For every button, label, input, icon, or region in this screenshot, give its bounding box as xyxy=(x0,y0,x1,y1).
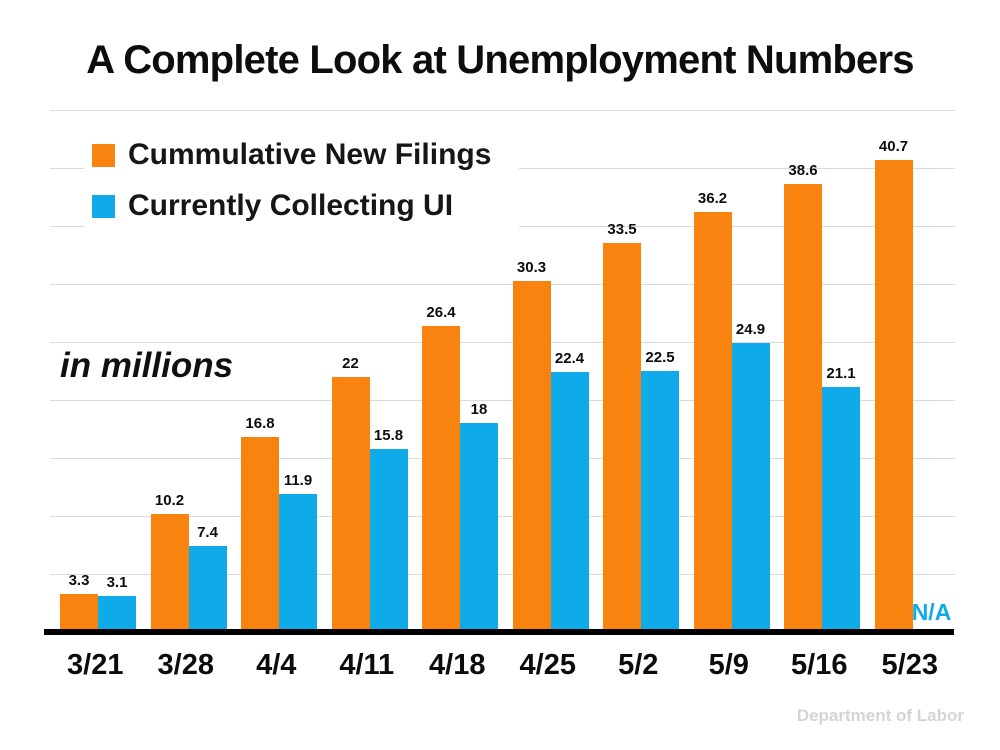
x-axis-label-4/18: 4/18 xyxy=(429,649,486,681)
bar-value-label: 26.4 xyxy=(426,303,456,321)
bar-value-label: 33.5 xyxy=(607,221,637,239)
bar-group-5/2: 33.5 22.5 xyxy=(593,110,684,632)
x-axis-labels: 3/21 3/28 4/4 4/11 4/18 4/25 5/2 5/9 5/16 5/23 xyxy=(50,649,955,689)
legend-item-currently-collecting-ui: Currently Collecting UI xyxy=(92,185,491,227)
bar-value-label: 11.9 xyxy=(283,471,313,489)
gridline-10 xyxy=(50,516,955,517)
bar-value-label: 21.1 xyxy=(826,365,856,383)
bar-orange-4/25 xyxy=(512,280,551,632)
bar-value-label: 15.8 xyxy=(373,426,404,444)
bar-blue-3/28 xyxy=(188,546,227,632)
bar-group-4/18: 26.4 18 xyxy=(412,110,503,632)
plot-area: 3.3 3.1 10.2 7.4 16.8 11.9 22 15.8 26.4 18 30.3 22.… xyxy=(50,110,955,632)
gridline-20 xyxy=(50,400,955,401)
bar-value-label: 7.4 xyxy=(197,524,218,542)
bar-value-label: 22 xyxy=(342,354,359,372)
bar-value-label: 38.6 xyxy=(788,162,818,180)
legend-label: Cummulative New Filings xyxy=(128,138,492,171)
bar-group-5/23: 40.7 N/A xyxy=(865,110,956,632)
bar-value-label: 40.7 xyxy=(878,137,909,155)
bar-blue-5/16 xyxy=(822,387,860,632)
bar-orange-5/23 xyxy=(874,159,913,632)
chart-title: A Complete Look at Unemployment Numbers xyxy=(86,38,914,82)
bar-value-label: 10.2 xyxy=(154,491,185,509)
x-axis-label-3/28: 3/28 xyxy=(157,649,214,681)
bar-group-4/11: 22 15.8 xyxy=(322,110,413,632)
bar-value-label: 24.9 xyxy=(735,321,766,339)
orange-swatch-icon xyxy=(92,143,115,167)
bar-value-label: 16.8 xyxy=(245,415,275,433)
bar-value-label: 3.3 xyxy=(68,571,90,589)
x-axis-line xyxy=(44,629,954,635)
bar-value-label: 3.1 xyxy=(106,574,128,592)
bar-blue-5/2 xyxy=(641,371,679,632)
bar-blue-4/18 xyxy=(460,423,498,632)
bar-orange-5/2 xyxy=(603,243,641,632)
legend-label: Currently Collecting UI xyxy=(128,189,454,222)
bar-group-5/9: 36.2 24.9 xyxy=(684,110,775,632)
bar-orange-5/9 xyxy=(693,212,732,632)
x-axis-label-5/16: 5/16 xyxy=(791,649,848,681)
blue-swatch-icon xyxy=(92,194,115,218)
bar-orange-4/11 xyxy=(331,376,370,632)
x-axis-label-5/9: 5/9 xyxy=(708,649,749,681)
bar-group-5/16: 38.6 21.1 xyxy=(774,110,865,632)
bar-value-label: 22.4 xyxy=(554,350,585,368)
x-axis-label-4/11: 4/11 xyxy=(339,649,395,681)
bar-orange-4/4 xyxy=(241,437,279,632)
gridline-45 xyxy=(50,110,955,111)
gridline-5 xyxy=(50,574,955,575)
x-axis-label-3/21: 3/21 xyxy=(67,649,124,681)
x-axis-label-5/23: 5/23 xyxy=(881,649,938,681)
bar-orange-4/18 xyxy=(422,325,460,632)
bar-blue-4/11 xyxy=(369,448,408,632)
bar-orange-3/28 xyxy=(150,513,189,632)
bar-value-label: 30.3 xyxy=(516,258,547,276)
x-axis-label-4/25: 4/25 xyxy=(519,649,576,681)
na-label: N/A xyxy=(911,599,952,625)
bar-orange-3/21 xyxy=(60,593,98,632)
axis-unit-label: in millions xyxy=(60,346,234,385)
bar-value-label: 22.5 xyxy=(645,349,675,366)
bar-blue-5/9 xyxy=(731,343,770,632)
gridline-25 xyxy=(50,342,955,343)
bar-group-4/25: 30.3 22.4 xyxy=(503,110,594,632)
bar-orange-5/16 xyxy=(784,184,822,632)
gridline-30 xyxy=(50,284,955,285)
bar-blue-4/25 xyxy=(550,372,589,632)
bar-value-label: 36.2 xyxy=(697,190,728,208)
bar-blue-4/4 xyxy=(279,493,317,632)
bar-group-3/28: 10.2 7.4 xyxy=(141,110,232,632)
x-axis-label-4/4: 4/4 xyxy=(256,649,297,681)
x-axis-label-5/2: 5/2 xyxy=(618,649,659,681)
bar-group-3/21: 3.3 3.1 xyxy=(50,110,141,632)
legend-item-cummulative-new-filings: Cummulative New Filings xyxy=(92,134,491,176)
bar-value-label: 18 xyxy=(470,401,488,419)
bar-group-4/4: 16.8 11.9 xyxy=(231,110,322,632)
gridline-15 xyxy=(50,458,955,459)
bar-blue-3/21 xyxy=(98,596,136,632)
source-label: Department of Labor xyxy=(796,706,964,725)
legend: Cummulative New Filings Currently Collec… xyxy=(84,128,520,244)
